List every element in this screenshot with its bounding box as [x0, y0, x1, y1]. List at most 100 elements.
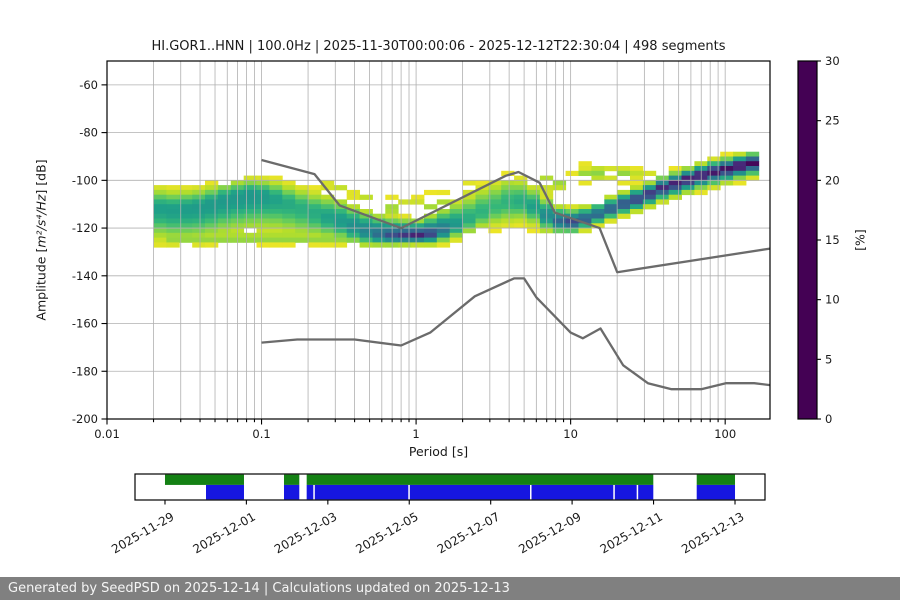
psd-cell: [256, 209, 270, 215]
psd-cell: [462, 199, 476, 205]
psd-cell: [166, 199, 180, 205]
psd-cell: [462, 194, 476, 200]
psd-cell: [269, 218, 283, 224]
x-tick-label: 100: [714, 427, 736, 441]
psd-cell: [359, 228, 373, 234]
psd-cell: [243, 175, 257, 181]
plot-border: [106, 60, 771, 420]
date-label: 2025-12-03: [272, 509, 339, 556]
computed-segment: [531, 484, 614, 500]
psd-cell: [192, 242, 206, 248]
psd-cell: [745, 166, 760, 172]
psd-cell: [256, 204, 270, 210]
psd-cell: [153, 242, 167, 248]
psd-cell: [256, 232, 270, 238]
psd-cell: [514, 189, 528, 196]
psd-cell: [720, 170, 734, 176]
axis-ticks: [101, 84, 726, 425]
psd-cell: [243, 189, 257, 196]
psd-cell: [501, 209, 515, 215]
psd-cell: [514, 185, 528, 191]
psd-cell: [527, 185, 541, 191]
psd-cell: [320, 213, 335, 219]
psd-cell: [308, 209, 322, 215]
psd-cell: [346, 189, 360, 196]
psd-cell: [630, 175, 644, 181]
psd-cell: [475, 209, 489, 215]
psd-cell: [359, 232, 373, 238]
psd-cell: [308, 228, 322, 234]
psd-cell: [488, 199, 502, 205]
computed-segment: [306, 484, 314, 500]
psd-cell: [205, 232, 219, 238]
psd-cell: [295, 228, 309, 234]
psd-cell: [192, 194, 206, 200]
psd-cell: [269, 204, 283, 210]
psd-cell: [424, 242, 438, 248]
y-tick-label: -100: [72, 173, 98, 187]
psd-cell: [501, 218, 515, 224]
psd-cell: [668, 189, 682, 196]
psd-cell: [514, 209, 528, 215]
psd-cell: [655, 175, 670, 181]
psd-cell: [269, 237, 283, 243]
psd-cell: [501, 199, 515, 205]
psd-cell: [578, 166, 592, 172]
psd-cell: [462, 189, 476, 196]
psd-cell: [179, 223, 193, 229]
psd-cell: [308, 204, 322, 210]
psd-cell: [217, 223, 232, 229]
psd-cell: [436, 189, 451, 196]
psd-cell: [745, 175, 760, 181]
psd-cell: [411, 228, 425, 234]
psd-cell: [720, 156, 734, 162]
psd-cell: [153, 228, 167, 234]
psd-cell: [707, 166, 721, 172]
computed-segment: [206, 484, 244, 500]
psd-cell: [308, 242, 322, 248]
psd-cell: [320, 242, 335, 248]
psd-cell: [282, 213, 296, 219]
psd-cell: [295, 218, 309, 224]
colorbar-label: [%]: [852, 229, 868, 251]
y-tick-label: -80: [79, 126, 98, 140]
psd-cell: [578, 161, 592, 167]
psd-cell: [282, 209, 296, 215]
psd-cell: [333, 228, 348, 234]
psd-cell: [282, 199, 296, 205]
psd-cell: [295, 213, 309, 219]
psd-cell: [462, 213, 476, 219]
psd-cell: [591, 209, 605, 215]
psd-cell: [205, 213, 219, 219]
psd-cell: [269, 180, 283, 186]
psd-cell: [243, 223, 257, 229]
y-tick-label: -200: [72, 412, 98, 426]
psd-cell: [243, 194, 257, 200]
psd-cell: [617, 213, 631, 219]
psd-cell: [424, 237, 438, 243]
psd-cell: [462, 223, 476, 229]
timeline-border: [134, 473, 766, 501]
psd-cell: [282, 223, 296, 229]
axis-tick-labels: 0.01 0.1 1 10 100 -60 -80 -100 -120 -140 -160 -180 -…: [72, 78, 736, 441]
psd-cell: [372, 232, 386, 238]
psd-cell: [192, 185, 206, 191]
psd-cell: [359, 194, 373, 200]
psd-cell: [217, 185, 232, 191]
psd-cell: [333, 218, 348, 224]
psd-cell: [320, 180, 335, 186]
psd-cell: [205, 209, 219, 215]
psd-cell: [153, 189, 167, 196]
psd-cell: [359, 237, 373, 243]
psd-cell: [282, 228, 296, 234]
psd-cell: [333, 213, 348, 219]
psd-cell: [733, 166, 747, 172]
psd-cell: [243, 209, 257, 215]
psd-cell: [205, 242, 219, 248]
psd-cell: [179, 199, 193, 205]
psd-cell: [655, 199, 670, 205]
psd-cell: [604, 204, 618, 210]
psd-cell: [217, 209, 232, 215]
psd-cell: [475, 204, 489, 210]
psd-cell: [269, 242, 283, 248]
